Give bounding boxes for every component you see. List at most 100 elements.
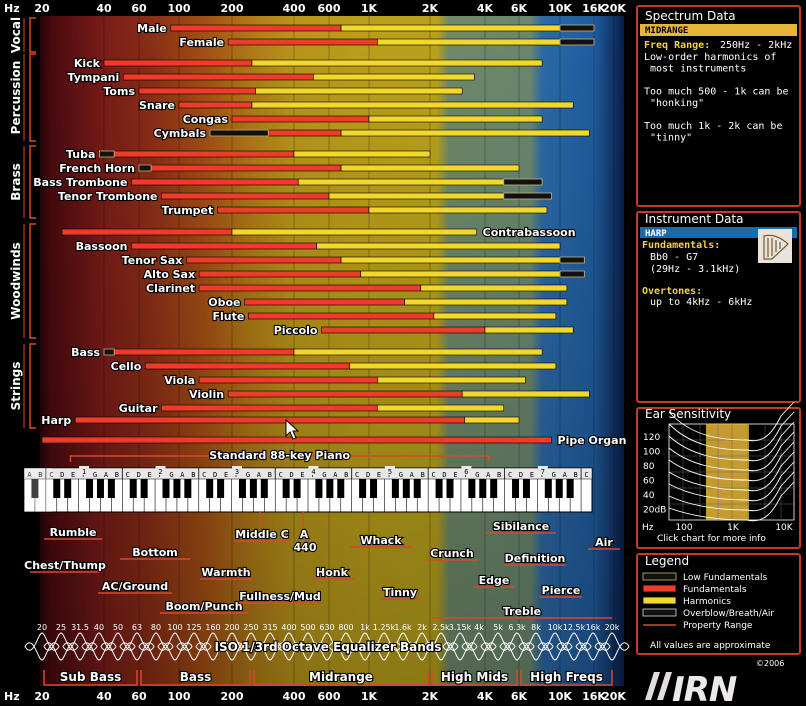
group-label: Brass	[9, 163, 23, 200]
eq-band-curve	[518, 642, 554, 661]
black-key	[566, 479, 574, 498]
fundamentals-bar	[61, 228, 233, 236]
region-label: 440	[294, 541, 317, 554]
range-bracket-line	[431, 670, 518, 686]
range-bracket-line	[43, 670, 138, 686]
note-letter: D	[290, 471, 294, 479]
region-bottom: Bottom	[120, 545, 190, 560]
instrument-header: HARP	[645, 229, 667, 239]
eq-band-curve	[366, 642, 402, 661]
ear-contour	[668, 481, 795, 522]
eq-band-curve	[404, 642, 440, 661]
piano-note-strip	[23, 467, 593, 480]
note-letter: E	[148, 471, 152, 479]
ear-x-tick: 1K	[727, 523, 740, 533]
region-warmth: Warmth	[200, 565, 252, 580]
note-letter: B	[191, 471, 195, 479]
instrument-row-bassoon: Bassoon	[75, 239, 561, 254]
region-label: Crunch	[430, 547, 474, 560]
harmonics-bar	[251, 59, 543, 67]
instrument-row-tuba: Tuba	[65, 147, 431, 162]
bottom-axis-tick: 100	[168, 690, 191, 703]
top-axis-strip	[0, 0, 636, 16]
region-tinny: Tinny	[380, 585, 420, 600]
instrument-label: Tympani	[68, 71, 120, 84]
spectrum-header: MIDRANGE	[645, 26, 688, 36]
instrument-label: Tenor Trombone	[58, 190, 158, 203]
top-axis-tick: 2K	[422, 2, 439, 15]
black-key	[555, 479, 563, 498]
top-axis-tick: 20	[34, 2, 50, 15]
harmonics-bar	[349, 362, 557, 370]
harmonics-bar	[251, 101, 574, 109]
pipe-organ-label: Pipe Organ	[558, 434, 627, 447]
top-axis-tick: 10K	[548, 2, 572, 15]
harmonics-bar	[377, 376, 526, 384]
fundamentals-bar	[198, 376, 378, 384]
eq-band-curve	[461, 632, 497, 651]
note-letter: E	[71, 471, 75, 479]
eq-band-curve	[81, 642, 117, 661]
region-rumble: Rumble	[44, 525, 102, 540]
black-key	[468, 479, 476, 498]
note-letter: A	[410, 471, 415, 479]
eq-band-curve	[309, 632, 345, 651]
piano-range-bracket	[69, 455, 490, 462]
eq-band-curve	[290, 632, 326, 651]
black-key	[107, 479, 115, 498]
eq-band-curve	[62, 632, 98, 651]
hz-bottom-label: Hz	[4, 690, 20, 703]
harmonics-bar	[377, 404, 505, 412]
overblow-bar	[209, 129, 269, 137]
instrument-label: Snare	[139, 99, 175, 112]
instrument-label: Cello	[111, 360, 142, 373]
ear-sensitivity-chart[interactable]: 120 100 80 60 40 20dB Hz 100 1K 10K	[642, 401, 795, 533]
eq-band-curve	[24, 642, 60, 661]
eq-band-label: 250	[243, 623, 258, 632]
note-letter: E	[453, 471, 457, 479]
overblow-bar	[559, 256, 585, 264]
note-letter: B	[497, 471, 501, 479]
note-letter: C	[279, 471, 283, 479]
range-high-mids: High Mids	[431, 669, 518, 686]
eq-band-label: 6.3k	[508, 623, 526, 632]
eq-band-curve	[309, 642, 345, 661]
octave-number-bg	[232, 466, 242, 475]
region-label: Boom/Punch	[165, 600, 242, 613]
region-chest-thump: Chest/Thump	[23, 558, 107, 573]
black-key	[359, 479, 367, 498]
range-label: Sub Bass	[60, 670, 121, 684]
harmonics-bar	[293, 348, 543, 356]
group-vocal: Vocal	[9, 17, 36, 53]
eq-band-curve	[328, 642, 364, 661]
octave-number-bg	[308, 466, 319, 475]
fundamentals-label: Fundamentals:	[642, 240, 720, 251]
note-letter: C	[584, 471, 588, 479]
eq-band-curve	[404, 632, 440, 651]
note-letter: G	[93, 471, 97, 479]
region-a: A	[299, 527, 310, 542]
fundamentals-bar	[321, 326, 486, 334]
overblow-bar	[559, 270, 585, 278]
eq-band-curve	[195, 632, 231, 651]
ear-contour	[668, 421, 795, 462]
eq-band-curve	[271, 632, 307, 651]
eq-band-label: 8k	[531, 623, 541, 632]
range-bass: Bass	[140, 669, 251, 686]
range-bracket-line	[520, 670, 613, 686]
instrument-label: Bass Trombone	[33, 176, 127, 189]
top-axis-tick: 60	[131, 2, 147, 15]
instrument-row-bass-trombone: Bass Trombone	[32, 175, 543, 190]
fundamentals-bar	[231, 115, 370, 123]
region-440: 440	[292, 540, 318, 555]
region-pierce: Pierce	[540, 583, 582, 598]
eq-band-curve	[81, 632, 117, 651]
ear-y-tick: 80	[643, 462, 655, 472]
harmonics-bar	[312, 73, 475, 81]
note-letter: C	[355, 471, 359, 479]
instrument-panel-title: Instrument Data	[645, 212, 744, 226]
instrument-row-female: Female	[178, 35, 595, 50]
spectrum-line: Too much 500 - 1k can be	[644, 87, 789, 98]
note-letter: D	[60, 471, 64, 479]
